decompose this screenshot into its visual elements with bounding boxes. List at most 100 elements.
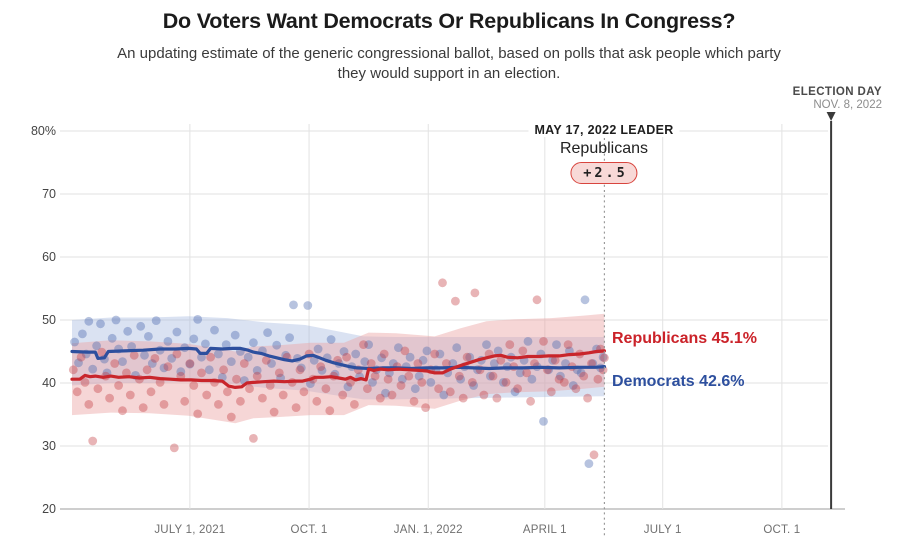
democrats-poll-dot bbox=[482, 340, 491, 349]
democrats-trend-line bbox=[70, 346, 607, 371]
republicans-poll-dot bbox=[312, 396, 322, 406]
x-tick-label: JAN. 1, 2022 bbox=[394, 524, 463, 536]
republicans-poll-dot bbox=[370, 371, 380, 381]
democrats-poll-dot bbox=[281, 350, 291, 360]
democrats-poll-dot bbox=[267, 359, 276, 368]
x-tick-label: APRIL 1 bbox=[523, 524, 567, 536]
republicans-poll-dot bbox=[522, 368, 532, 378]
democrats-poll-dot bbox=[201, 339, 210, 349]
republicans-poll-dot bbox=[532, 295, 542, 305]
republicans-poll-dot bbox=[593, 374, 603, 384]
election-day-label: ELECTION DAY bbox=[792, 86, 882, 98]
democrats-poll-dot bbox=[377, 353, 386, 363]
republicans-poll-dot bbox=[214, 400, 223, 409]
democrats-poll-dot bbox=[515, 368, 525, 378]
democrats-poll-dot bbox=[556, 371, 565, 381]
republicans-poll-dot bbox=[505, 340, 515, 349]
democrats-poll-dot bbox=[339, 347, 349, 356]
democrats-poll-dot bbox=[159, 363, 169, 373]
leader-annotation: MAY 17, 2022 LEADER Republicans +2.5 bbox=[528, 123, 680, 184]
democrats-poll-dot bbox=[381, 388, 390, 398]
republicans-poll-dot bbox=[80, 378, 90, 387]
republicans-poll-dot bbox=[278, 390, 288, 400]
x-tick-label: JULY 1, 2021 bbox=[154, 524, 225, 536]
democrats-poll-dot bbox=[226, 357, 236, 366]
democrats-poll-dot bbox=[397, 374, 407, 384]
republicans-poll-dot bbox=[232, 374, 241, 384]
republicans-poll-dot bbox=[589, 450, 599, 460]
republicans-poll-dot bbox=[387, 390, 397, 400]
republicans-poll-dot bbox=[150, 354, 160, 363]
republicans-poll-dot bbox=[434, 384, 443, 394]
democrats-poll-dot bbox=[252, 366, 262, 375]
republicans-poll-dot bbox=[546, 387, 556, 397]
democrats-poll-dot bbox=[351, 349, 361, 359]
democrats-end-label: Democrats 42.6% bbox=[612, 373, 745, 390]
republicans-poll-dot bbox=[559, 378, 569, 387]
democrats-poll-dot bbox=[74, 358, 83, 368]
democrats-poll-dot bbox=[510, 387, 520, 397]
y-tick-label: 80% bbox=[31, 124, 56, 138]
democrats-poll-dot bbox=[204, 365, 214, 375]
democrats-poll-dot bbox=[527, 374, 537, 384]
republicans-poll-dot bbox=[146, 387, 156, 397]
democrats-poll-dot bbox=[313, 344, 323, 354]
democrats-poll-dot bbox=[210, 325, 219, 335]
republicans-poll-dot bbox=[325, 406, 335, 416]
democrats-poll-dot bbox=[580, 295, 590, 305]
republicans-poll-dot bbox=[488, 371, 498, 381]
republicans-poll-dot bbox=[338, 390, 348, 400]
republicans-poll-dot bbox=[526, 396, 535, 406]
democrats-poll-dot bbox=[88, 364, 98, 374]
democrats-poll-dot bbox=[435, 349, 445, 359]
republicans-poll-dot bbox=[442, 359, 451, 368]
republicans-poll-dot bbox=[321, 384, 331, 394]
republicans-poll-dot bbox=[350, 400, 359, 409]
republicans-poll-dot bbox=[379, 349, 389, 359]
democrats-poll-dot bbox=[193, 315, 203, 324]
republicans-poll-dot bbox=[129, 350, 139, 360]
democrats-poll-dot bbox=[285, 333, 294, 342]
republicans-poll-dot bbox=[554, 374, 564, 384]
republicans-poll-dot bbox=[579, 371, 589, 381]
democrats-poll-dot bbox=[176, 367, 186, 377]
democrats-poll-dot bbox=[576, 368, 586, 378]
democrats-poll-dot bbox=[263, 328, 272, 337]
republicans-poll-dot bbox=[342, 352, 351, 362]
democrats-poll-dot bbox=[306, 379, 315, 388]
republicans-poll-dot bbox=[530, 359, 539, 368]
republicans-poll-dot bbox=[458, 393, 468, 403]
subtitle-line-1: An updating estimate of the generic cong… bbox=[117, 45, 781, 62]
republicans-poll-dot bbox=[396, 381, 406, 390]
democrats-poll-dot bbox=[92, 341, 101, 351]
democrats-poll-dot bbox=[70, 337, 79, 347]
republicans-poll-dot bbox=[550, 355, 560, 365]
republicans-poll-dot bbox=[363, 384, 372, 394]
republicans-poll-dot bbox=[467, 378, 477, 387]
democrats-poll-dot bbox=[147, 359, 157, 368]
x-tick-label: JULY 1 bbox=[644, 524, 682, 536]
republicans-poll-dot bbox=[223, 387, 232, 397]
x-tick-label: OCT. 1 bbox=[763, 524, 800, 536]
republicans-poll-dot bbox=[295, 365, 305, 375]
democrats-poll-dot bbox=[539, 417, 548, 426]
democrats-poll-dot bbox=[523, 337, 533, 346]
republicans-poll-dot bbox=[249, 434, 258, 443]
democrats-poll-dot bbox=[584, 459, 594, 468]
democrats-poll-dot bbox=[272, 340, 282, 350]
democrats-poll-dot bbox=[414, 371, 424, 381]
republicans-poll-dot bbox=[470, 288, 480, 298]
democrats-poll-dot bbox=[493, 346, 503, 356]
republicans-poll-dot bbox=[236, 396, 245, 406]
democrats-poll-dot bbox=[163, 337, 173, 346]
republicans-poll-dot bbox=[68, 365, 78, 375]
republicans-band bbox=[72, 313, 605, 424]
democrats-poll-dot bbox=[144, 332, 153, 341]
democrats-poll-dot bbox=[405, 352, 415, 362]
democrats-poll-dot bbox=[289, 300, 298, 310]
republicans-poll-dot bbox=[462, 352, 472, 362]
republicans-poll-dot bbox=[430, 349, 440, 359]
democrats-poll-dot bbox=[499, 378, 508, 387]
republicans-poll-dot bbox=[72, 387, 82, 397]
democrats-poll-dot bbox=[448, 359, 458, 368]
